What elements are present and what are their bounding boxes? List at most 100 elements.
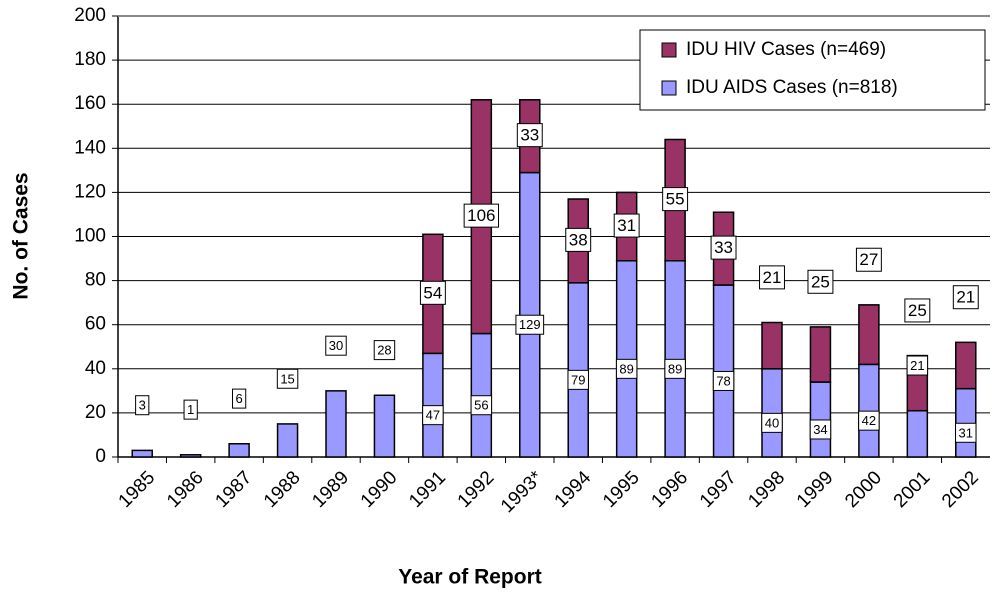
data-label: 30: [329, 338, 343, 353]
x-tick-label: 1998: [744, 467, 789, 512]
y-tick-label: 20: [85, 402, 106, 423]
data-label-box: [613, 213, 640, 238]
x-tick-label: 1986: [163, 467, 208, 512]
x-tick-label: 1996: [647, 467, 692, 512]
data-label: 33: [520, 126, 539, 145]
y-tick-label: 100: [74, 226, 106, 247]
legend-box: [639, 29, 986, 111]
data-label: 34: [813, 422, 827, 437]
x-tick-label: 1999: [793, 467, 838, 512]
data-label: 21: [763, 268, 782, 287]
data-label-box: [231, 388, 247, 409]
y-tick-label: 180: [74, 49, 106, 70]
x-tick-label: 1994: [551, 467, 596, 512]
data-label-box: [515, 314, 545, 335]
data-label-box: [858, 410, 880, 431]
data-label-box: [664, 358, 686, 379]
y-tick-label: 80: [85, 270, 106, 291]
data-label-box: [325, 335, 347, 356]
bar-segment: [325, 390, 347, 458]
data-label: 40: [765, 415, 779, 430]
data-label: 15: [280, 371, 294, 386]
data-label-box: [373, 340, 396, 361]
y-tick-label: 0: [95, 446, 106, 467]
data-label: 25: [811, 272, 830, 291]
data-label: 1: [187, 402, 194, 417]
data-label: 42: [862, 413, 876, 428]
legend-label: IDU AIDS Cases (n=818): [686, 77, 898, 98]
x-tick-label: 2000: [841, 467, 886, 512]
data-label: 89: [668, 361, 682, 376]
data-label-box: [710, 235, 737, 260]
legend-swatch: [661, 80, 677, 96]
x-tick-label: 1991: [405, 467, 450, 512]
data-label-box: [419, 280, 446, 305]
x-tick-label: 2002: [938, 467, 983, 512]
data-label: 21: [910, 358, 924, 373]
data-label-box: [712, 370, 735, 391]
bar-segment: [179, 454, 202, 458]
data-label: 33: [714, 238, 733, 257]
data-label-box: [662, 187, 689, 212]
data-label: 38: [569, 230, 588, 249]
bar-segment: [809, 326, 832, 383]
bar-segment: [955, 341, 977, 390]
data-label: 3: [139, 398, 146, 413]
data-label: 129: [519, 317, 541, 332]
x-tick-label: 1985: [115, 467, 160, 512]
data-label: 54: [423, 283, 442, 302]
bar-segment: [131, 449, 153, 458]
data-label-box: [904, 298, 931, 323]
data-label: 79: [571, 372, 585, 387]
x-tick-label: 1987: [211, 467, 256, 512]
data-label-box: [135, 395, 150, 416]
x-tick-label: 2001: [890, 467, 935, 512]
data-label-box: [470, 395, 493, 416]
data-label-box: [276, 368, 299, 389]
x-tick-label: 1992: [454, 467, 499, 512]
data-label-box: [567, 369, 589, 390]
data-label: 25: [908, 301, 927, 320]
data-label-box: [516, 123, 543, 148]
y-tick-label: 40: [85, 358, 106, 379]
data-label: 106: [467, 206, 495, 225]
data-label-box: [759, 265, 785, 290]
data-label-box: [906, 355, 929, 376]
y-tick-label: 120: [74, 181, 106, 202]
data-label-box: [955, 422, 977, 443]
data-label: 89: [619, 361, 633, 376]
data-label-box: [565, 227, 592, 252]
bar-segment: [373, 394, 396, 458]
data-label: 31: [959, 425, 973, 440]
data-label: 47: [426, 408, 440, 423]
bar-segment: [906, 409, 929, 458]
y-tick-label: 160: [74, 93, 106, 114]
data-label: 56: [474, 398, 488, 413]
y-axis-title: No. of Cases: [10, 172, 33, 299]
data-label: 21: [956, 288, 975, 307]
legend-swatch: [661, 42, 677, 58]
data-label-box: [807, 269, 834, 294]
data-label-box: [463, 203, 500, 228]
x-tick-label: 1988: [260, 467, 305, 512]
x-axis-title: Year of Report: [398, 566, 542, 589]
data-label: 28: [377, 343, 391, 358]
x-tick-label: 1997: [696, 467, 741, 512]
data-label: 31: [617, 216, 636, 235]
data-label: 27: [859, 250, 878, 269]
legend-label: IDU HIV Cases (n=469): [686, 39, 886, 60]
bar-segment: [761, 321, 783, 370]
data-label: 78: [716, 373, 730, 388]
data-label-box: [952, 285, 979, 310]
x-tick-label: 1989: [308, 467, 353, 512]
data-label-box: [615, 358, 638, 379]
data-label-box: [809, 419, 832, 440]
data-label-box: [855, 247, 882, 272]
data-label: 6: [235, 391, 242, 406]
data-label-box: [761, 412, 783, 433]
y-tick-label: 140: [74, 137, 106, 158]
x-tick-label: 1995: [599, 467, 644, 512]
bar-segment: [228, 443, 250, 458]
bar-segment: [858, 304, 880, 366]
